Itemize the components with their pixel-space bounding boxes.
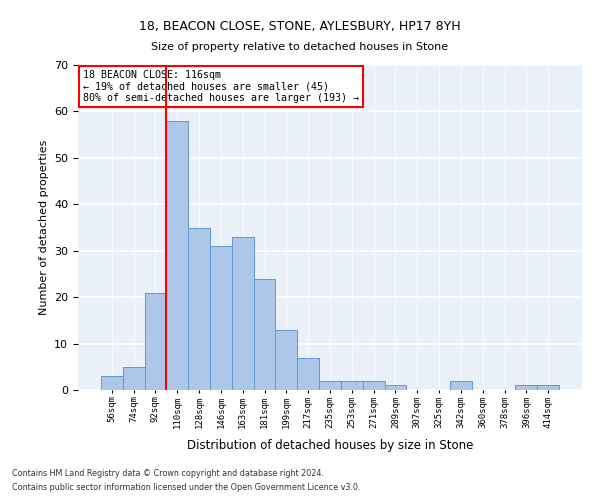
- Bar: [145, 292, 166, 390]
- Bar: [319, 380, 341, 390]
- Text: Contains public sector information licensed under the Open Government Licence v3: Contains public sector information licen…: [12, 484, 361, 492]
- Bar: [385, 386, 406, 390]
- Y-axis label: Number of detached properties: Number of detached properties: [38, 140, 49, 315]
- Text: 18, BEACON CLOSE, STONE, AYLESBURY, HP17 8YH: 18, BEACON CLOSE, STONE, AYLESBURY, HP17…: [139, 20, 461, 33]
- Bar: [188, 228, 210, 390]
- X-axis label: Distribution of detached houses by size in Stone: Distribution of detached houses by size …: [187, 439, 473, 452]
- Bar: [232, 237, 254, 390]
- Bar: [515, 386, 537, 390]
- Bar: [363, 380, 385, 390]
- Bar: [210, 246, 232, 390]
- Bar: [297, 358, 319, 390]
- Text: 18 BEACON CLOSE: 116sqm
← 19% of detached houses are smaller (45)
80% of semi-de: 18 BEACON CLOSE: 116sqm ← 19% of detache…: [83, 70, 359, 103]
- Bar: [275, 330, 297, 390]
- Bar: [537, 386, 559, 390]
- Bar: [101, 376, 123, 390]
- Text: Contains HM Land Registry data © Crown copyright and database right 2024.: Contains HM Land Registry data © Crown c…: [12, 468, 324, 477]
- Bar: [341, 380, 363, 390]
- Bar: [123, 367, 145, 390]
- Bar: [450, 380, 472, 390]
- Bar: [166, 120, 188, 390]
- Text: Size of property relative to detached houses in Stone: Size of property relative to detached ho…: [151, 42, 449, 52]
- Bar: [254, 278, 275, 390]
